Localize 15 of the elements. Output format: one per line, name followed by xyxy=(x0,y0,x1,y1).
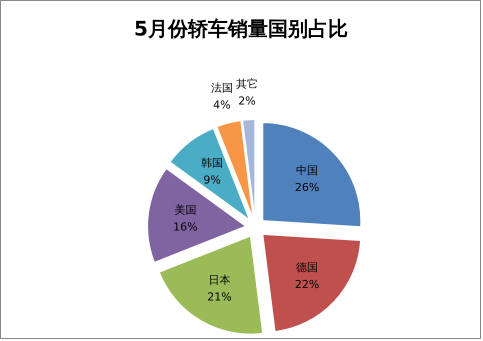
slice-label: 韩国 xyxy=(201,156,224,170)
slice-label: 其它 xyxy=(236,77,258,90)
slice-label: 日本 xyxy=(208,273,230,286)
slice-label: 中国 xyxy=(296,164,318,178)
data-label: 22% xyxy=(294,278,320,291)
data-label: 9% xyxy=(203,174,221,187)
slice-label: 法国 xyxy=(210,81,233,94)
slice-label: 德国 xyxy=(296,260,318,274)
data-label: 26% xyxy=(294,181,320,194)
data-label: 4% xyxy=(213,98,231,112)
slice-label: 美国 xyxy=(174,204,196,217)
chart-title: 5月份轿车销量国别占比 xyxy=(134,16,348,40)
data-label: 16% xyxy=(173,220,198,234)
data-label: 21% xyxy=(207,290,232,304)
data-label: 2% xyxy=(238,94,256,108)
